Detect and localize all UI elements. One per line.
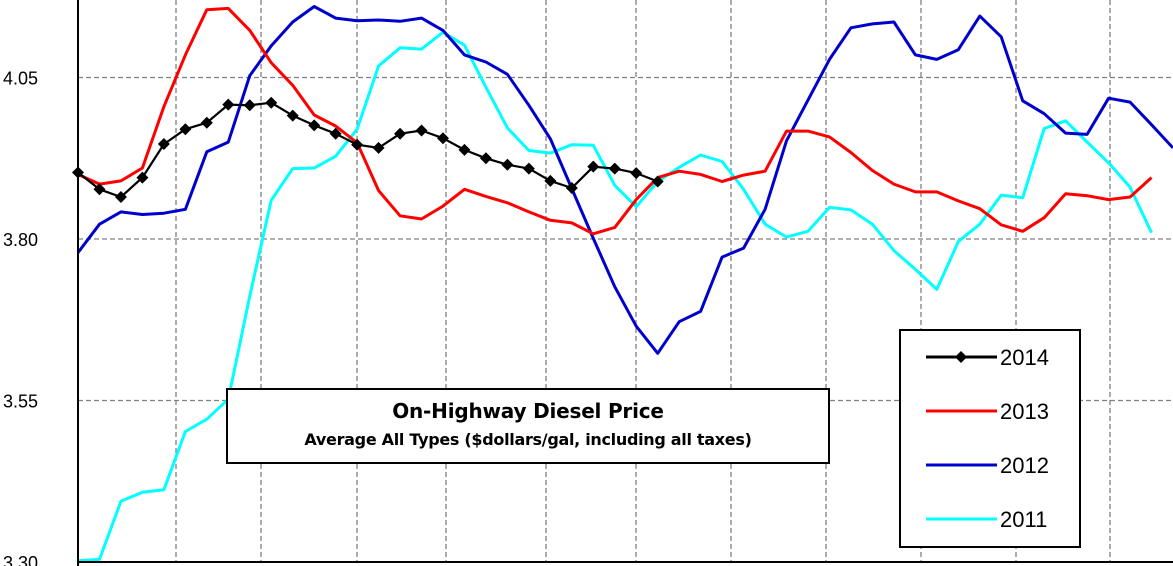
data-point-2014: [114, 191, 127, 204]
legend-label-2013: 2013: [1000, 399, 1049, 424]
data-point-2014: [329, 127, 342, 140]
legend: 2014 2013 2012 2011: [899, 329, 1081, 548]
chart-subtitle: Average All Types ($dollars/gal, includi…: [304, 430, 752, 449]
plot-frame: [77, 0, 1173, 566]
data-point-2014: [286, 109, 299, 122]
data-point-2014: [351, 138, 364, 151]
y-tick-label: 3.30: [3, 553, 38, 566]
data-point-2014: [608, 162, 621, 175]
legend-label-2014: 2014: [1000, 345, 1049, 370]
data-point-2014: [458, 143, 471, 156]
series-line-2011: [77, 30, 1153, 563]
data-point-2014: [179, 123, 192, 136]
data-point-2014: [587, 160, 600, 173]
data-point-2014: [501, 158, 514, 171]
data-point-2014: [265, 96, 278, 109]
data-point-2014: [630, 167, 643, 180]
series-line-2014: [77, 101, 659, 199]
data-point-2014: [544, 174, 557, 187]
y-tick-label: 3.80: [3, 230, 38, 250]
data-point-2014: [415, 124, 428, 137]
legend-label-2012: 2012: [1000, 453, 1049, 478]
series-line-2012: [76, 5, 1173, 355]
legend-marker-2014: [955, 351, 967, 363]
data-point-2014: [93, 183, 106, 196]
legend-box: [899, 329, 1081, 548]
series-line-2013: [77, 6, 1153, 236]
data-point-2014: [136, 171, 149, 184]
data-point-2014: [200, 116, 213, 129]
data-point-2014: [157, 138, 170, 151]
y-axis-tick-labels: 3.30 3.55 3.80 4.05: [3, 69, 38, 566]
legend-label-2011: 2011: [1000, 507, 1047, 532]
data-point-2014: [479, 152, 492, 165]
chart-title: On-Highway Diesel Price: [392, 399, 664, 423]
data-point-2014: [651, 175, 664, 188]
data-point-2014: [522, 162, 535, 175]
data-point-2014: [308, 119, 321, 132]
data-point-2014: [565, 181, 578, 194]
y-tick-label: 4.05: [3, 69, 38, 89]
data-point-2014: [222, 98, 235, 111]
data-point-2014: [243, 99, 256, 112]
chart-title-box: On-Highway Diesel Price Average All Type…: [226, 388, 830, 464]
data-point-2014: [394, 127, 407, 140]
data-point-2014: [372, 141, 385, 154]
data-point-2014: [437, 132, 449, 145]
y-tick-label: 3.55: [3, 392, 38, 412]
series-lines: [72, 5, 1173, 563]
